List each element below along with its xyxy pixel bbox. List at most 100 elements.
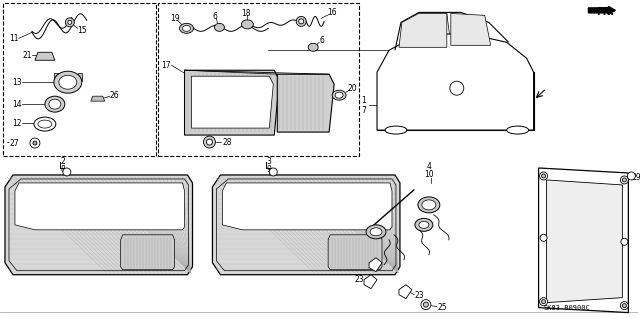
Text: 5: 5: [583, 243, 588, 252]
Bar: [3, 4, 156, 156]
Circle shape: [33, 141, 37, 145]
Ellipse shape: [214, 23, 225, 31]
Ellipse shape: [418, 197, 440, 213]
Circle shape: [540, 298, 548, 306]
Text: 14: 14: [12, 100, 22, 109]
Polygon shape: [328, 235, 382, 270]
Polygon shape: [451, 13, 491, 45]
Text: 21: 21: [22, 51, 31, 60]
Text: 28: 28: [223, 137, 232, 146]
Text: 23: 23: [414, 291, 424, 300]
Ellipse shape: [366, 225, 386, 239]
Text: 23: 23: [355, 275, 364, 284]
Text: 6: 6: [213, 12, 218, 21]
Text: 7: 7: [362, 106, 367, 115]
Ellipse shape: [419, 221, 429, 228]
Ellipse shape: [182, 25, 191, 31]
Circle shape: [30, 138, 40, 148]
Polygon shape: [5, 175, 193, 275]
Circle shape: [68, 20, 72, 24]
Ellipse shape: [422, 200, 436, 210]
Circle shape: [424, 302, 428, 307]
FancyArrow shape: [588, 6, 616, 14]
Text: -: -: [6, 138, 10, 148]
Ellipse shape: [507, 126, 529, 134]
Bar: [157, 4, 359, 156]
Ellipse shape: [370, 228, 382, 236]
Circle shape: [296, 16, 306, 26]
Circle shape: [540, 234, 547, 241]
Text: 9: 9: [267, 166, 272, 174]
Text: 26: 26: [110, 91, 120, 100]
Text: 29: 29: [632, 174, 640, 182]
Text: FR.: FR.: [596, 7, 614, 17]
Polygon shape: [91, 96, 105, 101]
Ellipse shape: [335, 92, 343, 98]
Circle shape: [65, 18, 74, 27]
Text: 6: 6: [320, 36, 324, 45]
Text: 12: 12: [12, 119, 22, 128]
Text: H: H: [454, 85, 460, 91]
Text: 22: 22: [349, 257, 359, 266]
Circle shape: [541, 300, 545, 304]
Text: 1: 1: [362, 96, 367, 105]
Polygon shape: [277, 74, 334, 132]
Polygon shape: [35, 52, 55, 60]
Polygon shape: [184, 70, 279, 135]
Circle shape: [299, 19, 304, 24]
Text: 4: 4: [426, 162, 431, 172]
Polygon shape: [369, 258, 382, 272]
Circle shape: [63, 168, 71, 176]
Ellipse shape: [385, 126, 407, 134]
Circle shape: [204, 136, 216, 148]
Circle shape: [621, 238, 628, 245]
Text: 16: 16: [327, 8, 337, 17]
Text: 20: 20: [348, 84, 357, 93]
Polygon shape: [399, 13, 447, 47]
Text: 11: 11: [9, 34, 19, 43]
Polygon shape: [121, 235, 175, 270]
Circle shape: [541, 174, 545, 178]
Polygon shape: [377, 33, 534, 130]
Ellipse shape: [308, 43, 318, 51]
Polygon shape: [539, 168, 628, 313]
Ellipse shape: [415, 218, 433, 231]
Ellipse shape: [241, 20, 253, 29]
Circle shape: [622, 304, 627, 308]
Circle shape: [627, 172, 636, 180]
Polygon shape: [191, 76, 273, 128]
Text: SK83-B0900C: SK83-B0900C: [543, 305, 590, 311]
Text: 8: 8: [60, 166, 65, 174]
Circle shape: [269, 168, 277, 176]
Bar: [54, 73, 58, 81]
Text: 24: 24: [351, 223, 361, 232]
Text: 15: 15: [77, 26, 86, 35]
Polygon shape: [212, 175, 400, 275]
Polygon shape: [15, 183, 184, 230]
Circle shape: [620, 302, 628, 310]
Circle shape: [421, 300, 431, 310]
Circle shape: [207, 139, 212, 145]
Polygon shape: [364, 275, 377, 289]
Polygon shape: [223, 183, 392, 230]
Text: 25: 25: [437, 303, 447, 312]
Circle shape: [620, 176, 628, 184]
Text: 17: 17: [161, 61, 170, 70]
Text: 13: 13: [12, 78, 22, 87]
Ellipse shape: [38, 120, 52, 128]
Ellipse shape: [54, 71, 82, 93]
Polygon shape: [399, 285, 412, 299]
Text: 10: 10: [424, 170, 434, 180]
Ellipse shape: [180, 23, 193, 33]
Circle shape: [540, 172, 548, 180]
Ellipse shape: [49, 99, 61, 109]
Ellipse shape: [34, 117, 56, 131]
Text: 2: 2: [60, 158, 65, 167]
Circle shape: [450, 81, 464, 95]
Polygon shape: [547, 180, 622, 303]
Ellipse shape: [45, 96, 65, 112]
Circle shape: [622, 178, 627, 182]
Bar: [78, 73, 82, 81]
Text: 19: 19: [170, 14, 179, 23]
Text: 18: 18: [242, 9, 251, 18]
